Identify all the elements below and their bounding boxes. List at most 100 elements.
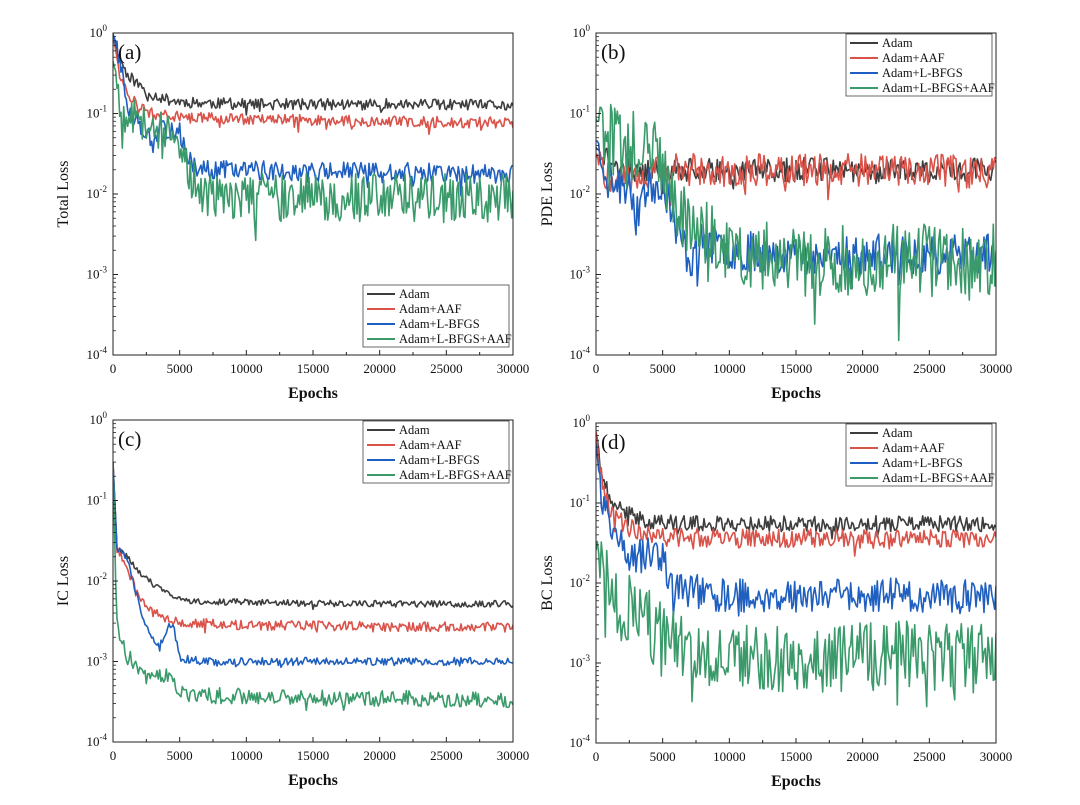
y-tick-label: 10-3 xyxy=(87,652,108,669)
series-line-adam xyxy=(596,431,996,540)
panel-label: (a) xyxy=(118,40,141,64)
x-tick-label: 5000 xyxy=(167,361,193,376)
y-tick-label: 100 xyxy=(90,410,108,427)
x-tick-label: 30000 xyxy=(980,361,1013,376)
x-tick-label: 20000 xyxy=(846,361,879,376)
y-axis-label: BC Loss xyxy=(539,555,556,611)
x-axis-label: Epochs xyxy=(771,773,821,790)
x-tick-label: 30000 xyxy=(980,749,1013,764)
x-tick-label: 25000 xyxy=(430,748,463,763)
panel-b: 0 5000 10000 15000 20000 25000 30000 100 10-1 10-… xyxy=(539,23,1012,402)
legend-entry: Adam+L-BFGS+AAF xyxy=(399,332,512,346)
y-tick-label: 10-1 xyxy=(570,493,591,510)
x-tick-label: 0 xyxy=(110,748,117,763)
x-tick-label: 5000 xyxy=(650,749,676,764)
x-axis-label: Epochs xyxy=(288,385,338,402)
y-tick-label: 10-4 xyxy=(87,345,108,362)
y-axis-label: Total Loss xyxy=(55,161,72,228)
legend-entry: Adam xyxy=(882,426,913,440)
panel-c: 0 5000 10000 15000 20000 25000 30000 100 10-1 10-… xyxy=(55,410,529,789)
x-tick-label: 10000 xyxy=(230,361,263,376)
x-axis-label: Epochs xyxy=(288,772,338,789)
series-line-adam-l-bfgs-aaf xyxy=(596,540,996,708)
series-line-adam xyxy=(113,462,513,611)
x-tick-label: 5000 xyxy=(650,361,676,376)
panel-label: (d) xyxy=(601,430,626,454)
panel-label: (c) xyxy=(118,427,141,451)
x-tick-label: 10000 xyxy=(713,749,746,764)
x-tick-label: 15000 xyxy=(297,361,330,376)
x-tick-label: 10000 xyxy=(713,361,746,376)
x-tick-label: 15000 xyxy=(297,748,330,763)
legend-box xyxy=(845,33,993,97)
panel-label: (b) xyxy=(601,40,626,64)
legend-entry: Adam+AAF xyxy=(882,441,945,455)
series-line-adam xyxy=(113,33,513,116)
legend-entry: Adam+AAF xyxy=(399,438,462,452)
x-tick-label: 20000 xyxy=(363,748,396,763)
series-line-adam-aaf xyxy=(596,432,996,557)
y-tick-label: 10-4 xyxy=(87,732,108,749)
x-tick-label: 15000 xyxy=(780,361,813,376)
series-line-adam xyxy=(596,146,996,195)
x-tick-label: 15000 xyxy=(780,749,813,764)
y-tick-label: 10-1 xyxy=(87,104,108,121)
legend-entry: Adam+L-BFGS+AAF xyxy=(399,468,512,482)
y-tick-label: 10-2 xyxy=(570,573,591,590)
y-tick-label: 100 xyxy=(573,23,591,40)
panel-d: 0 5000 10000 15000 20000 25000 30000 100 10-1 10-… xyxy=(539,413,1012,790)
panel-a: 0 5000 10000 15000 20000 25000 30000 100 10-1 10-… xyxy=(55,23,529,402)
x-tick-label: 20000 xyxy=(846,749,879,764)
y-tick-label: 10-3 xyxy=(570,653,591,670)
x-tick-label: 20000 xyxy=(363,361,396,376)
series-line-adam-l-bfgs xyxy=(113,34,513,197)
legend-box xyxy=(362,284,510,348)
legend-entry: Adam+L-BFGS+AAF xyxy=(882,471,995,485)
legend-entry: Adam+L-BFGS xyxy=(399,317,480,331)
y-tick-label: 10-4 xyxy=(570,345,591,362)
y-axis-label: IC Loss xyxy=(55,556,72,606)
series-line-adam-l-bfgs-aaf xyxy=(113,463,513,712)
y-axis-label: PDE Loss xyxy=(539,162,556,226)
x-tick-label: 10000 xyxy=(230,748,263,763)
x-tick-label: 5000 xyxy=(167,748,193,763)
series-line-adam-l-bfgs-aaf xyxy=(596,103,996,342)
legend-entry: Adam+L-BFGS xyxy=(399,453,480,467)
x-tick-label: 25000 xyxy=(913,749,946,764)
x-tick-label: 0 xyxy=(593,749,600,764)
legend-box xyxy=(845,423,993,487)
y-tick-label: 100 xyxy=(90,23,108,40)
x-tick-label: 0 xyxy=(110,361,117,376)
x-tick-label: 30000 xyxy=(497,361,530,376)
y-tick-label: 100 xyxy=(573,413,591,430)
x-tick-label: 0 xyxy=(593,361,600,376)
series-line-adam-l-bfgs-aaf xyxy=(113,60,513,242)
legend-entry: Adam+L-BFGS+AAF xyxy=(882,81,995,95)
legend-entry: Adam xyxy=(882,36,913,50)
y-tick-label: 10-2 xyxy=(570,184,591,201)
legend-entry: Adam xyxy=(399,287,430,301)
legend-entry: Adam+L-BFGS xyxy=(882,66,963,80)
x-tick-label: 30000 xyxy=(497,748,530,763)
series-line-adam-aaf xyxy=(113,33,513,136)
y-tick-label: 10-3 xyxy=(570,265,591,282)
y-tick-label: 10-1 xyxy=(87,491,108,508)
y-tick-label: 10-2 xyxy=(87,184,108,201)
y-tick-label: 10-1 xyxy=(570,104,591,121)
y-tick-label: 10-4 xyxy=(570,733,591,750)
y-tick-label: 10-3 xyxy=(87,265,108,282)
legend-entry: Adam+AAF xyxy=(399,302,462,316)
x-axis-label: Epochs xyxy=(771,385,821,402)
series-line-adam-aaf xyxy=(113,462,513,634)
series-line-adam-l-bfgs xyxy=(596,443,996,617)
legend-entry: Adam xyxy=(399,423,430,437)
legend-box xyxy=(362,420,510,484)
x-tick-label: 25000 xyxy=(430,361,463,376)
x-tick-label: 25000 xyxy=(913,361,946,376)
legend-entry: Adam+L-BFGS xyxy=(882,456,963,470)
y-tick-label: 10-2 xyxy=(87,571,108,588)
